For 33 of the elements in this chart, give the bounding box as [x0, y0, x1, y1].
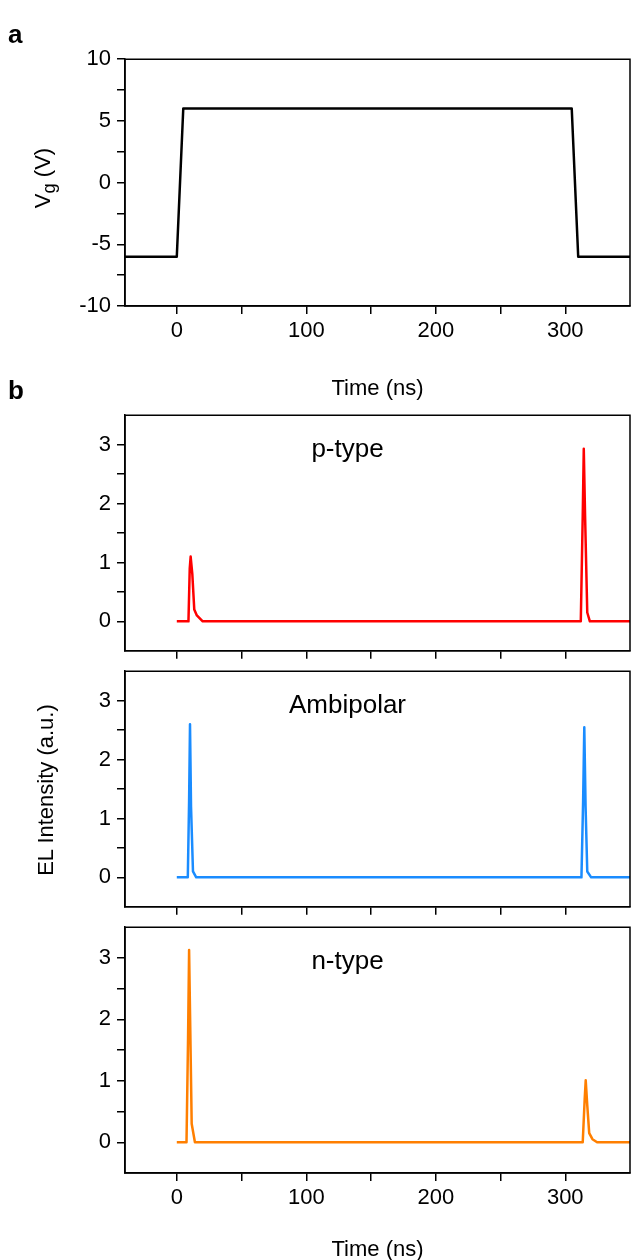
text: p-type — [311, 433, 384, 464]
x-axis-title: Time (ns) — [331, 374, 424, 400]
x-tick-label: 100 — [287, 317, 325, 343]
y-tick-label: 2 — [98, 489, 111, 515]
x-tick-label: 300 — [546, 317, 584, 343]
x-tick-label: 0 — [170, 317, 183, 343]
y-tick-label: 3 — [98, 943, 111, 969]
x-tick-label: 0 — [170, 1184, 183, 1210]
y-tick-label: 0 — [98, 1128, 111, 1154]
y-tick-label: 0 — [98, 168, 111, 194]
y-tick-label: 0 — [98, 863, 111, 889]
text: a — [8, 19, 23, 49]
x-tick-label: 300 — [546, 1184, 584, 1210]
y-tick-label: 3 — [98, 686, 111, 712]
x-axis-title: Time (ns) — [331, 1235, 424, 1260]
y-axis-title: EL Intensity (a.u.) — [33, 704, 59, 876]
text: n-type — [311, 945, 384, 976]
y-tick-label: 3 — [98, 430, 111, 456]
text: b — [8, 375, 24, 405]
y-tick-label: 1 — [98, 548, 111, 574]
text: Ambipolar — [288, 689, 407, 720]
x-tick-label: 200 — [417, 1184, 455, 1210]
x-tick-label: 100 — [287, 1184, 325, 1210]
x-tick-label: 200 — [417, 317, 455, 343]
y-tick-label: 2 — [98, 1005, 111, 1031]
y-tick-label: -10 — [79, 292, 111, 318]
y-tick-label: 2 — [98, 745, 111, 771]
y-tick-label: 0 — [98, 607, 111, 633]
y-tick-label: 10 — [86, 45, 111, 71]
y-tick-label: 1 — [98, 1066, 111, 1092]
y-tick-label: 5 — [98, 106, 111, 132]
y-tick-label: 1 — [98, 804, 111, 830]
y-tick-label: -5 — [91, 230, 111, 256]
